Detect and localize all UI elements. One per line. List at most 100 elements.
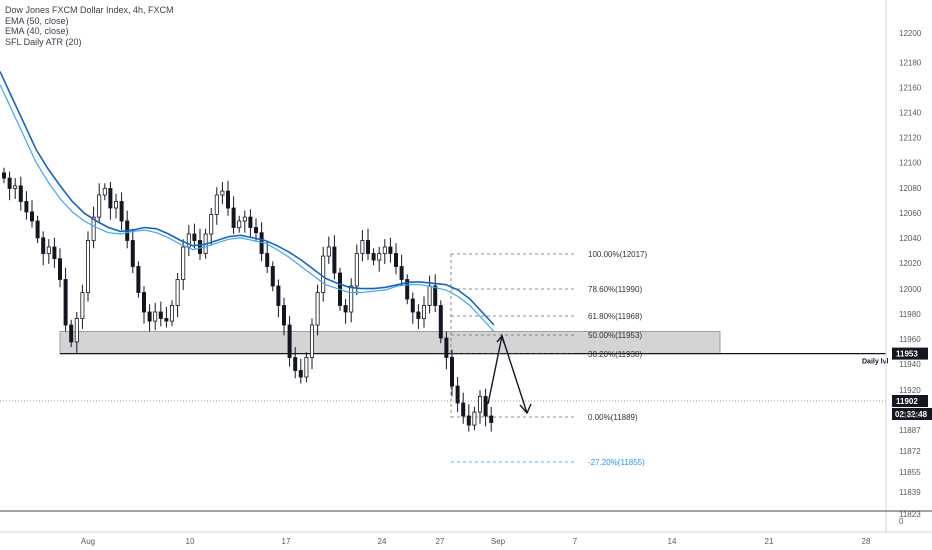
candle-body	[18, 185, 23, 202]
candle-body	[91, 216, 96, 241]
candle-body	[169, 305, 174, 322]
support-zone-layer: Daily lvl 11953 11902 02:32:48	[0, 331, 932, 420]
fib-label: 50.00%(11953)	[588, 331, 642, 340]
candle-body	[265, 253, 270, 267]
candle-body	[242, 216, 247, 222]
legend-atr[interactable]: SFL Daily ATR (20)	[5, 36, 82, 47]
candle-body	[371, 253, 376, 261]
candle-body	[181, 246, 186, 280]
y-tick-label: 11980	[899, 310, 921, 319]
candle-body	[298, 370, 303, 378]
chart-legend: Dow Jones FXCM Dollar Index, 4h, FXCM EM…	[5, 5, 174, 47]
candle-body	[393, 253, 398, 267]
current-price-tag: 11902	[896, 397, 918, 406]
projection-arrows	[487, 333, 532, 415]
candle-body	[197, 240, 202, 254]
candle-body	[220, 190, 225, 196]
candle-body	[416, 311, 421, 319]
y-tick-label: 12180	[899, 59, 922, 68]
daily-level-tag: 11953	[896, 350, 918, 359]
candle-body	[237, 220, 242, 228]
candle-body	[74, 318, 79, 343]
candle-body	[86, 240, 91, 293]
current-price-tag-bg	[892, 395, 928, 407]
candle-body	[377, 253, 382, 261]
candle-body	[360, 240, 365, 254]
candle-body	[427, 285, 432, 306]
ema-layer	[0, 71, 495, 332]
candle-body	[287, 324, 292, 358]
y-tick-label: 12060	[899, 209, 922, 218]
candle-body	[141, 292, 146, 313]
candle-body	[293, 357, 298, 371]
x-tick-label: Aug	[81, 537, 95, 546]
candle-body	[461, 402, 466, 417]
candle-body	[46, 246, 51, 254]
fib-label: 100.00%(12017)	[588, 250, 647, 259]
candle-body	[477, 396, 482, 413]
candle-body	[225, 190, 230, 209]
x-tick-label: 7	[573, 537, 578, 546]
y-tick-label: 12100	[899, 159, 922, 168]
candle-body	[444, 337, 449, 358]
countdown-tag: 02:32:48	[895, 410, 928, 419]
y-tick-label: 12000	[899, 285, 922, 294]
candle-body	[7, 177, 12, 189]
candle-body	[281, 305, 286, 326]
y-tick-label: 11855	[899, 468, 921, 477]
y-tick-label: 11960	[899, 335, 921, 344]
x-tick-label: 14	[668, 537, 677, 546]
candle-body	[472, 411, 477, 426]
candle-body	[455, 385, 460, 404]
daily-level-label: Daily lvl	[862, 359, 889, 366]
candle-body	[433, 285, 438, 306]
candle-body	[102, 188, 107, 196]
candles-layer	[2, 167, 494, 432]
legend-title[interactable]: Dow Jones FXCM Dollar Index, 4h, FXCM	[5, 5, 174, 15]
y-tick-label: 11887	[899, 426, 921, 435]
candle-body	[147, 311, 152, 322]
candle-body	[438, 305, 443, 339]
candle-body	[382, 246, 387, 254]
candle-body	[24, 201, 29, 213]
fib-label: 0.00%(11889)	[588, 413, 638, 422]
y-tick-label: 12140	[899, 109, 922, 118]
candle-body	[315, 292, 320, 326]
fib-label: 78.60%(11990)	[588, 285, 642, 294]
y-tick-label: 12040	[899, 234, 922, 243]
y-tick-label: 11872	[899, 447, 921, 456]
daily-level-tag-bg	[892, 347, 928, 360]
candle-body	[489, 415, 494, 423]
candle-body	[158, 311, 163, 319]
candle-body	[253, 227, 258, 234]
candle-body	[343, 305, 348, 313]
candle-body	[35, 220, 40, 239]
candle-body	[309, 324, 314, 358]
candle-body	[410, 298, 415, 313]
x-tick-label: 27	[436, 537, 445, 546]
candle-body	[209, 214, 214, 235]
candle-body	[466, 415, 471, 426]
ema50-line	[0, 71, 495, 326]
y-tick-label: 12200	[899, 29, 922, 38]
legend-ema50[interactable]: EMA (50, close)	[5, 15, 69, 26]
y-tick-label: 11823	[899, 510, 921, 519]
candle-body	[326, 246, 331, 257]
candle-body	[52, 246, 57, 260]
candle-body	[119, 201, 124, 222]
x-tick-label: 21	[765, 537, 774, 546]
candle-body	[63, 279, 68, 326]
candle-body	[270, 266, 275, 287]
candle-body	[13, 185, 18, 189]
candle-body	[231, 207, 236, 228]
candle-body	[248, 216, 253, 228]
candle-body	[399, 266, 404, 280]
candle-body	[175, 279, 180, 306]
candle-body	[80, 292, 85, 319]
candle-body	[192, 233, 197, 241]
legend-ema40[interactable]: EMA (40, close)	[5, 26, 69, 36]
candle-body	[29, 211, 34, 222]
y-tick-label: 12160	[899, 84, 922, 93]
